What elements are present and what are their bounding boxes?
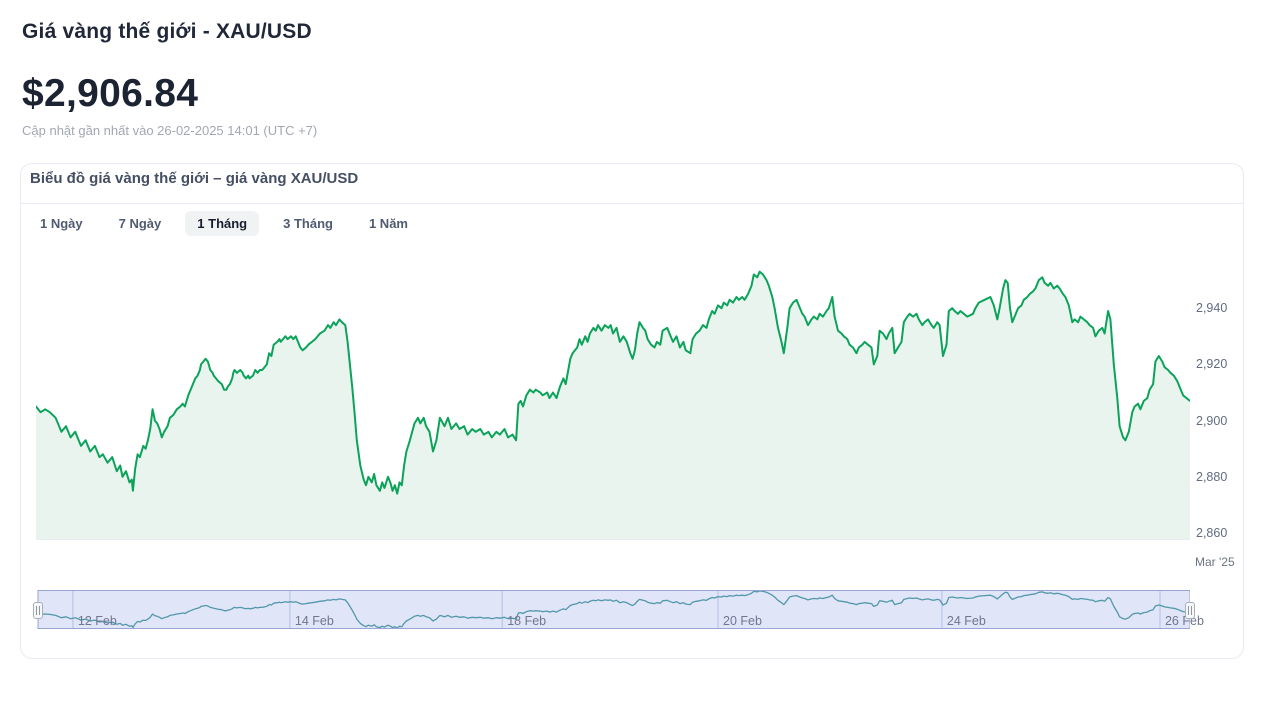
navigator-date-label: 12 Feb <box>77 614 117 628</box>
navigator-date-label: 20 Feb <box>723 614 762 628</box>
y-axis-label: 2,860 <box>1196 525 1228 540</box>
navigator-left-handle[interactable] <box>33 602 43 619</box>
current-price: $2,906.84 <box>22 72 199 115</box>
navigator-right-handle[interactable] <box>1185 602 1195 619</box>
navigator-date-label: 14 Feb <box>294 614 334 628</box>
tab-7-days[interactable]: 7 Ngày <box>107 211 174 236</box>
y-axis-label: 2,940 <box>1196 301 1228 316</box>
last-updated-text: Cập nhật gần nhất vào 26-02-2025 14:01 (… <box>22 123 318 138</box>
y-axis-label: 2,880 <box>1196 469 1228 484</box>
card-divider <box>21 203 1243 204</box>
tab-1-month[interactable]: 1 Tháng <box>185 211 260 236</box>
price-area-chart[interactable] <box>36 252 1190 540</box>
tab-3-months[interactable]: 3 Tháng <box>271 211 345 236</box>
tab-1-day[interactable]: 1 Ngày <box>28 211 95 236</box>
chart-card-title: Biểu đồ giá vàng thế giới – giá vàng XAU… <box>30 170 359 187</box>
handle-grip-icon <box>1188 606 1192 615</box>
chart-navigator[interactable] <box>36 590 1190 629</box>
y-axis-label: 2,900 <box>1196 413 1228 428</box>
x-axis-label: Mar '25 <box>1195 555 1235 569</box>
y-axis-label: 2,920 <box>1196 357 1228 372</box>
navigator-date-label: 18 Feb <box>507 614 547 628</box>
tab-1-year[interactable]: 1 Năm <box>357 211 420 236</box>
page-title: Giá vàng thế giới - XAU/USD <box>22 20 312 43</box>
handle-grip-icon <box>36 606 40 615</box>
navigator-date-label: 24 Feb <box>946 614 986 628</box>
range-tabs: 1 Ngày 7 Ngày 1 Tháng 3 Tháng 1 Năm <box>28 211 420 236</box>
